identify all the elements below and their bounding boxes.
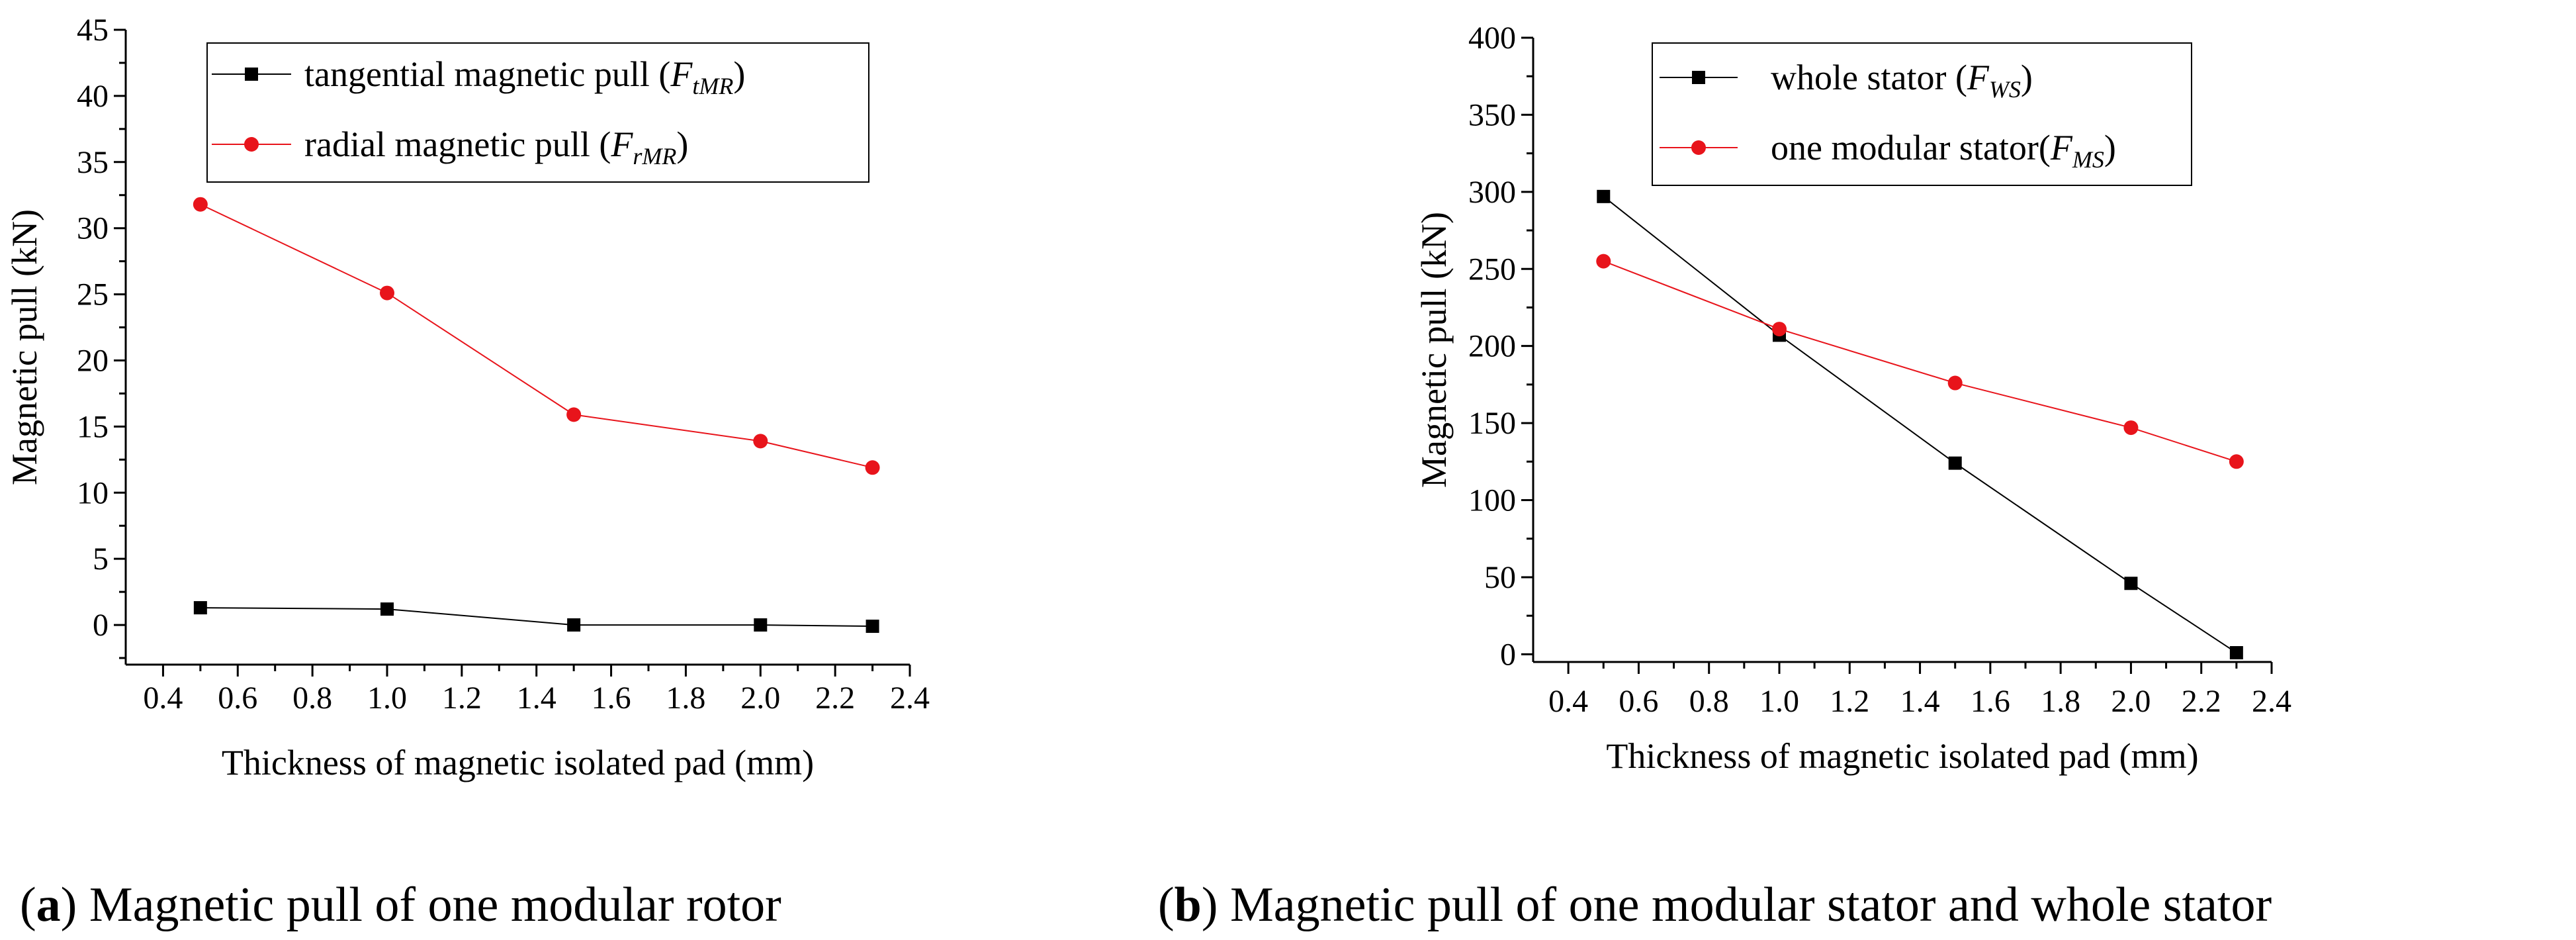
- panel-a-series-1-line: [200, 607, 873, 628]
- panel-a-series-1-point: [567, 618, 581, 632]
- panel-a-series-1-point: [866, 620, 879, 634]
- panel-a-y-tick-label: 40: [77, 79, 109, 114]
- panel-a-x-axis-label: Thickness of magnetic isolated pad (mm): [222, 743, 814, 782]
- panel-a-x-tick-label: 2.4: [890, 681, 930, 716]
- panel-b-y-tick-label: 400: [1468, 21, 1516, 56]
- panel-b-y-tick-label: 0: [1500, 637, 1516, 672]
- panel-b-y-tick-label: 200: [1468, 329, 1516, 364]
- panel-b-y-axis-label: Magnetic pull (kN): [1414, 212, 1454, 488]
- panel-b-legend-marker-1: [1692, 71, 1705, 84]
- panel-b-y-tick-label: 350: [1468, 97, 1516, 132]
- panel-a-x-tick-label: 0.8: [292, 681, 332, 716]
- panel-b-series-2-point: [2229, 454, 2244, 469]
- panel-b-x-tick-label: 2.0: [2111, 684, 2151, 719]
- panel-b-series-1-line: [1603, 196, 2237, 653]
- panel-a-legend-label-2: radial magnetic pull (FrMR): [304, 124, 688, 169]
- panel-a-y-axis-label: Magnetic pull (kN): [5, 209, 44, 485]
- panel-b-series-1-point: [1597, 189, 1611, 203]
- caption-a-text: Magnetic pull of one modular rotor: [89, 878, 781, 932]
- panel-b-y-tick-label: 50: [1484, 560, 1516, 595]
- panel-b-x-tick-label: 2.4: [2252, 684, 2291, 719]
- panel-a-chart: 0.4 0.6 0.8 1.0 1.2 1.4 1.6 1.8 2.0 2.2 2.4 0 5 10 15 2…: [5, 13, 930, 782]
- panel-a-y-tick-label: 10: [77, 475, 109, 510]
- panel-a-series-2-point: [566, 407, 582, 422]
- panel-a-x-tick-label: 1.4: [517, 681, 556, 716]
- panel-b-series-1-point: [2124, 577, 2138, 590]
- panel-b-x-tick-label: 1.8: [2041, 684, 2080, 719]
- panel-b-legend-label-1: whole stator (FWS): [1771, 58, 2033, 103]
- panel-a-series-2-line: [200, 203, 873, 469]
- caption-a: (a) Magnetic pull of one modular rotor: [20, 878, 781, 932]
- caption-b-label: b: [1174, 878, 1202, 932]
- panel-a-legend-label-1: tangential magnetic pull (FtMR): [304, 54, 745, 99]
- panel-b-x-tick-label: 2.2: [2182, 684, 2221, 719]
- panel-a-legend-marker-2: [244, 137, 259, 152]
- panel-a-x-tick-label: 2.2: [815, 681, 855, 716]
- panel-a-series-2-point: [753, 434, 768, 449]
- panel-b-chart: 0.4 0.6 0.8 1.0 1.2 1.4 1.6 1.8 2.0 2.2 2.4 0 50 100 1…: [1414, 21, 2291, 776]
- panel-b-series-2-point: [1947, 375, 1963, 391]
- panel-a-y-tick-label: 25: [77, 277, 109, 312]
- panel-b-series-2-line: [1603, 260, 2237, 463]
- panel-a-series-1-point: [193, 601, 207, 615]
- panel-a-series-1-point: [380, 602, 394, 616]
- panel-b-y-tick-label: 150: [1468, 406, 1516, 441]
- panel-a-x-tick-label: 1.6: [592, 681, 631, 716]
- panel-a-x-tick-label: 0.4: [143, 681, 183, 716]
- panel-b-y-tick-label: 250: [1468, 252, 1516, 287]
- panel-a-series-2-point: [865, 460, 880, 475]
- panel-b-legend: [1652, 42, 2192, 186]
- panel-b-y-tick-label: 100: [1468, 483, 1516, 518]
- panel-b-x-tick-label: 1.6: [1971, 684, 2010, 719]
- panel-b-series-2-point: [2123, 420, 2139, 436]
- panel-a-x-tick-label: 0.6: [218, 681, 257, 716]
- panel-a-series-2-point: [193, 197, 208, 212]
- panel-b-x-tick-label: 0.6: [1619, 684, 1658, 719]
- panel-a-x-tick-label: 1.2: [442, 681, 482, 716]
- panel-a-y-tick-label: 0: [93, 608, 109, 643]
- panel-a-series-2-point: [380, 285, 394, 301]
- panel-b-legend-marker-2: [1691, 140, 1706, 155]
- panel-b-x-axis-label: Thickness of magnetic isolated pad (mm): [1606, 736, 2198, 776]
- caption-b: (b) Magnetic pull of one modular stator …: [1158, 878, 2272, 932]
- panel-a-y-tick-label: 20: [77, 343, 109, 378]
- panel-a-series-1-point: [754, 618, 768, 632]
- panel-a-x-tick-label: 1.0: [367, 681, 407, 716]
- panel-a-y-tick-label: 35: [77, 145, 109, 180]
- panel-b-series-1-point: [1948, 456, 1962, 470]
- panel-b-legend-label-2: one modular stator(FMS): [1771, 128, 2116, 173]
- panel-a-y-tick-label: 15: [77, 409, 109, 444]
- panel-b-x-tick-label: 0.8: [1689, 684, 1729, 719]
- panel-b-series-2-point: [1596, 254, 1611, 269]
- panel-a-y-tick-label: 30: [77, 211, 109, 246]
- panel-b-x-tick-label: 1.0: [1759, 684, 1799, 719]
- panel-b-x-tick-label: 0.4: [1548, 684, 1588, 719]
- panel-a-legend-marker-1: [245, 68, 258, 81]
- panel-a-y-tick-label: 45: [77, 13, 109, 48]
- caption-b-text: Magnetic pull of one modular stator and …: [1229, 878, 2272, 932]
- panel-a-y-tick-label: 5: [93, 541, 109, 577]
- panel-a-x-tick-label: 1.8: [666, 681, 705, 716]
- panel-a-x-tick-label: 2.0: [740, 681, 780, 716]
- panel-b-series-1-point: [2229, 646, 2243, 660]
- panel-b-x-tick-label: 1.4: [1900, 684, 1940, 719]
- panel-a-legend: [206, 42, 869, 183]
- panel-b-series-2-point: [1772, 322, 1787, 337]
- panel-b-x-tick-label: 1.2: [1830, 684, 1869, 719]
- panel-b-y-tick-label: 300: [1468, 175, 1516, 210]
- caption-a-label: a: [36, 878, 61, 932]
